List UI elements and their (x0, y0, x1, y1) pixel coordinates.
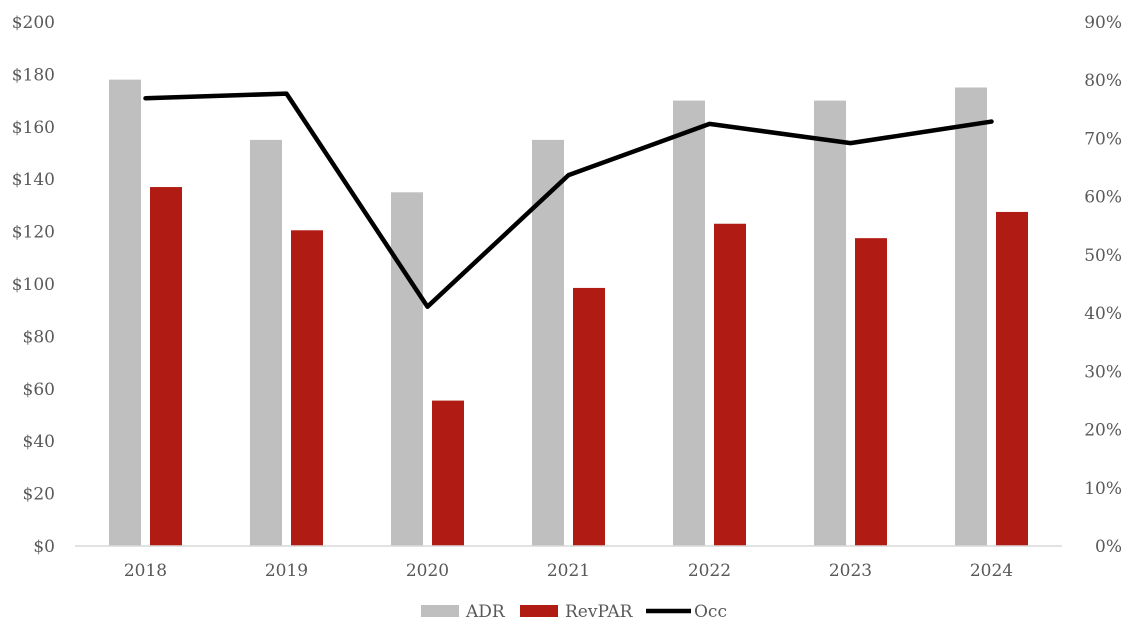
y-left-tick-label: $0 (33, 537, 55, 557)
y-left-tick-label: $120 (12, 223, 55, 243)
bar-revpar-2019 (291, 230, 323, 547)
x-tick-label: 2019 (265, 561, 308, 581)
bar-adr-2024 (955, 87, 987, 546)
bar-revpar-2024 (996, 211, 1028, 546)
bar-adr-2023 (814, 100, 846, 546)
bar-adr-2020 (391, 192, 423, 547)
y-right-tick-label: 40% (1084, 304, 1122, 324)
x-tick-label: 2018 (124, 561, 167, 581)
bar-revpar-2018 (150, 187, 182, 546)
legend-label-adr: ADR (465, 602, 506, 622)
bar-revpar-2022 (714, 223, 746, 547)
y-right-tick-label: 30% (1084, 362, 1122, 382)
y-right-tick-label: 10% (1084, 479, 1122, 499)
bar-adr-2019 (250, 139, 282, 546)
y-left-tick-label: $140 (12, 170, 55, 190)
bar-revpar-2023 (855, 238, 887, 546)
y-right-tick-label: 50% (1084, 246, 1122, 266)
y-left-tick-label: $20 (23, 485, 55, 505)
y-left-tick-label: $180 (12, 65, 55, 85)
y-left-tick-label: $200 (12, 13, 55, 33)
y-left-tick-label: $60 (23, 380, 55, 400)
bar-adr-2022 (673, 100, 705, 546)
y-right-tick-label: 90% (1084, 13, 1122, 33)
bar-adr-2021 (532, 139, 564, 546)
legend-label-occ: Occ (694, 602, 727, 622)
x-tick-label: 2021 (547, 561, 590, 581)
y-left-tick-label: $40 (23, 432, 55, 452)
legend-swatch-revpar (520, 605, 558, 617)
y-left-tick-label: $100 (12, 275, 55, 295)
y-right-tick-label: 0% (1095, 537, 1122, 557)
x-tick-label: 2024 (970, 561, 1013, 581)
bar-revpar-2020 (432, 400, 464, 546)
x-tick-label: 2020 (406, 561, 449, 581)
x-tick-label: 2022 (688, 561, 731, 581)
bar-adr-2018 (109, 79, 141, 546)
legend-label-revpar: RevPAR (565, 602, 634, 622)
legend-swatch-adr (421, 605, 459, 617)
y-right-tick-label: 60% (1084, 188, 1122, 208)
y-left-tick-label: $160 (12, 118, 55, 138)
y-right-tick-label: 20% (1084, 421, 1122, 441)
y-right-tick-label: 70% (1084, 129, 1122, 149)
y-right-tick-label: 80% (1084, 71, 1122, 91)
x-tick-label: 2023 (829, 561, 872, 581)
y-left-tick-label: $80 (23, 327, 55, 347)
bar-revpar-2021 (573, 287, 605, 546)
